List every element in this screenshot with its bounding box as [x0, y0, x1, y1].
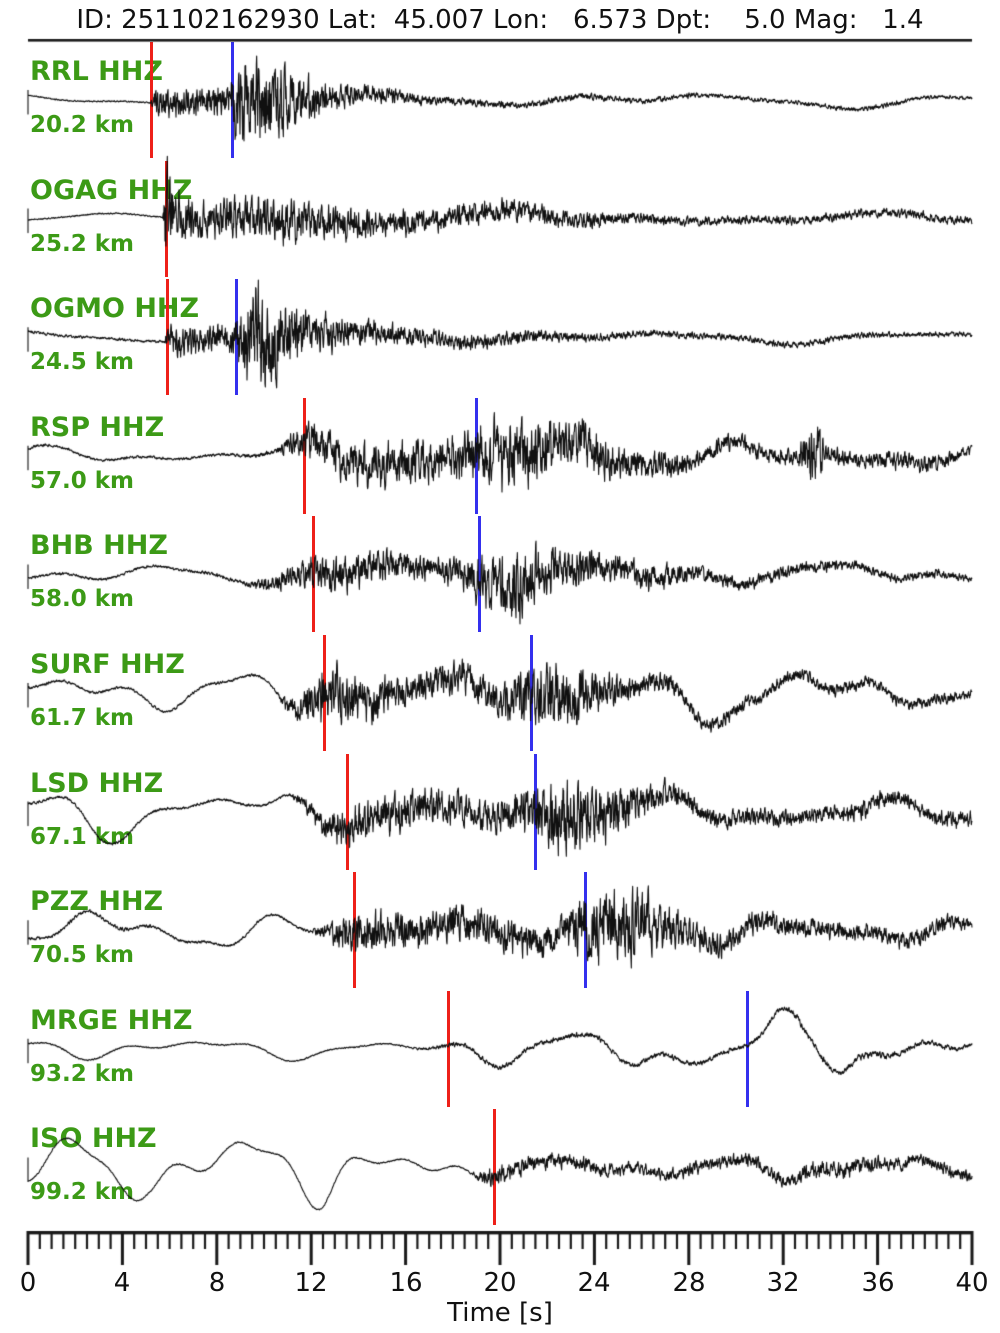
station-label: BHB HHZ: [30, 530, 168, 561]
station-label: ISO HHZ: [30, 1123, 157, 1154]
p-pick-line: [353, 872, 357, 988]
distance-label: 58.0 km: [30, 586, 135, 612]
x-tick-label: 28: [672, 1268, 706, 1298]
distance-label: 70.5 km: [30, 942, 135, 968]
distance-label: 99.2 km: [30, 1179, 135, 1205]
p-pick-line: [165, 279, 169, 395]
station-label: LSD HHZ: [30, 768, 164, 799]
event-title: ID: 251102162930 Lat: 45.007 Lon: 6.573 …: [76, 5, 924, 35]
p-pick-line: [312, 516, 316, 632]
station-label: RSP HHZ: [30, 412, 165, 443]
p-pick-line: [446, 991, 450, 1107]
p-pick-line: [492, 1109, 496, 1225]
p-pick-line: [302, 398, 306, 514]
x-tick-label: 20: [483, 1268, 517, 1298]
s-pick-line: [474, 398, 478, 514]
station-label: MRGE HHZ: [30, 1005, 193, 1036]
s-pick-line: [530, 635, 534, 751]
station-label: RRL HHZ: [30, 56, 163, 87]
s-pick-line: [746, 991, 750, 1107]
x-axis-title: Time [s]: [447, 1298, 553, 1328]
p-pick-line: [346, 754, 350, 870]
x-tick-label: 8: [208, 1268, 226, 1298]
s-pick-line: [478, 516, 482, 632]
distance-label: 93.2 km: [30, 1061, 135, 1087]
x-tick-label: 16: [389, 1268, 423, 1298]
p-pick-line: [164, 161, 168, 277]
distance-label: 67.1 km: [30, 824, 135, 850]
station-label: OGMO HHZ: [30, 293, 200, 324]
station-label: SURF HHZ: [30, 649, 185, 680]
x-tick-label: 32: [766, 1268, 800, 1298]
x-tick-label: 12: [294, 1268, 328, 1298]
x-tick-label: 36: [861, 1268, 895, 1298]
distance-label: 20.2 km: [30, 112, 135, 138]
s-pick-line: [235, 279, 239, 395]
station-label: PZZ HHZ: [30, 886, 164, 917]
p-pick-line: [150, 42, 154, 158]
distance-label: 61.7 km: [30, 705, 135, 731]
station-label: OGAG HHZ: [30, 175, 193, 206]
distance-label: 24.5 km: [30, 349, 135, 375]
s-pick-line: [230, 42, 234, 158]
s-pick-line: [583, 872, 587, 988]
distance-label: 57.0 km: [30, 468, 135, 494]
p-pick-line: [322, 635, 326, 751]
distance-label: 25.2 km: [30, 231, 135, 257]
x-tick-label: 4: [113, 1268, 131, 1298]
x-tick-label: 0: [19, 1268, 37, 1298]
s-pick-line: [533, 754, 537, 870]
x-tick-label: 40: [955, 1268, 989, 1298]
x-tick-label: 24: [577, 1268, 611, 1298]
